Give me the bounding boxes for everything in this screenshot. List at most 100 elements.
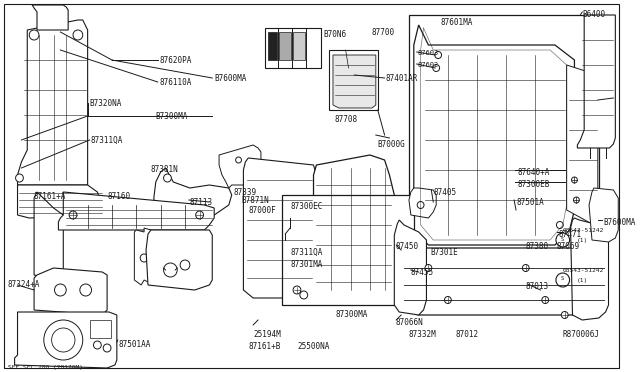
Circle shape [425, 264, 432, 272]
Circle shape [561, 237, 568, 244]
Circle shape [433, 64, 440, 71]
Bar [282, 195, 414, 305]
Text: 87601MA: 87601MA [440, 18, 472, 27]
Circle shape [573, 197, 579, 203]
Circle shape [164, 174, 172, 182]
Polygon shape [154, 168, 232, 222]
Circle shape [29, 30, 39, 40]
Text: 87603: 87603 [418, 50, 439, 56]
Text: B6400: B6400 [582, 10, 605, 19]
Bar [268, 32, 278, 60]
Text: 87450: 87450 [396, 242, 419, 251]
Text: 876110A: 876110A [159, 78, 192, 87]
Circle shape [52, 328, 75, 352]
Text: 87405: 87405 [433, 188, 456, 197]
Text: 25500NA: 25500NA [297, 342, 330, 351]
Text: B7301E: B7301E [430, 248, 458, 257]
Text: 87160: 87160 [107, 192, 130, 201]
Circle shape [300, 291, 308, 299]
Polygon shape [394, 220, 426, 315]
Text: 87324+A: 87324+A [8, 280, 40, 289]
Text: S: S [561, 276, 564, 282]
Circle shape [196, 211, 204, 219]
Bar [280, 32, 291, 60]
Circle shape [73, 30, 83, 40]
Circle shape [542, 296, 548, 304]
Text: B7300MA: B7300MA [156, 112, 188, 121]
Polygon shape [15, 312, 117, 368]
Circle shape [69, 211, 77, 219]
Text: SEE SEC.280 (28170M): SEE SEC.280 (28170M) [8, 365, 83, 370]
Bar [329, 50, 378, 110]
Text: 87300MA: 87300MA [336, 310, 368, 319]
Text: 87471: 87471 [559, 230, 582, 239]
Text: S: S [561, 237, 564, 241]
Text: 87501A: 87501A [516, 198, 544, 207]
Circle shape [556, 221, 563, 228]
Text: B7600MA: B7600MA [214, 74, 246, 83]
Text: 87161+B: 87161+B [248, 342, 281, 351]
Polygon shape [17, 185, 105, 218]
Polygon shape [314, 155, 394, 295]
Polygon shape [333, 55, 376, 108]
Text: 25194M: 25194M [253, 330, 281, 339]
Polygon shape [34, 192, 63, 280]
Polygon shape [146, 230, 212, 290]
Polygon shape [589, 188, 618, 242]
Circle shape [248, 162, 254, 168]
Text: 87381N: 87381N [151, 165, 179, 174]
Text: (1): (1) [577, 238, 588, 243]
Text: B7600MA: B7600MA [604, 218, 636, 227]
Text: 87401AR: 87401AR [385, 74, 418, 83]
Polygon shape [17, 20, 88, 185]
Circle shape [44, 320, 83, 360]
Text: 87300EC: 87300EC [290, 202, 323, 211]
Circle shape [103, 344, 111, 352]
Text: 87069: 87069 [557, 242, 580, 251]
Text: 87161+A: 87161+A [33, 192, 65, 201]
Text: 87332M: 87332M [409, 330, 436, 339]
Text: 87300EB: 87300EB [518, 180, 550, 189]
Text: 87455: 87455 [411, 268, 434, 277]
Circle shape [293, 286, 301, 294]
Circle shape [556, 233, 570, 247]
Circle shape [444, 296, 451, 304]
Text: 87301MA: 87301MA [290, 260, 323, 269]
Text: 87620PA: 87620PA [159, 56, 192, 65]
Text: 08543-51242: 08543-51242 [563, 268, 604, 273]
Text: 87311QA: 87311QA [90, 136, 123, 145]
Text: (1): (1) [577, 278, 588, 283]
Text: 87501AA: 87501AA [119, 340, 151, 349]
Circle shape [561, 311, 568, 318]
Circle shape [417, 202, 424, 208]
Polygon shape [414, 25, 575, 245]
Polygon shape [399, 248, 605, 315]
Circle shape [522, 264, 529, 272]
Text: 87066N: 87066N [396, 318, 423, 327]
Circle shape [164, 263, 177, 277]
Text: 87380: 87380 [526, 242, 549, 251]
Polygon shape [219, 145, 261, 188]
Polygon shape [34, 268, 107, 315]
Polygon shape [409, 188, 436, 218]
Text: 87640+A: 87640+A [518, 168, 550, 177]
Bar [90, 320, 111, 338]
Circle shape [140, 254, 148, 262]
Text: 87602: 87602 [418, 62, 439, 68]
Circle shape [572, 177, 577, 183]
Text: 87113: 87113 [190, 198, 213, 207]
Text: 87311QA: 87311QA [290, 248, 323, 257]
Circle shape [435, 51, 442, 58]
Polygon shape [58, 192, 214, 230]
Text: 87000F: 87000F [248, 206, 276, 215]
Bar [265, 28, 321, 68]
Text: 87012: 87012 [456, 330, 479, 339]
Polygon shape [566, 65, 598, 225]
Circle shape [54, 284, 66, 296]
Bar [293, 32, 305, 60]
Circle shape [93, 341, 101, 349]
Text: 87708: 87708 [335, 115, 358, 124]
Text: B70N6: B70N6 [323, 30, 346, 39]
Text: 08543-51242: 08543-51242 [563, 228, 604, 233]
Polygon shape [577, 15, 615, 148]
